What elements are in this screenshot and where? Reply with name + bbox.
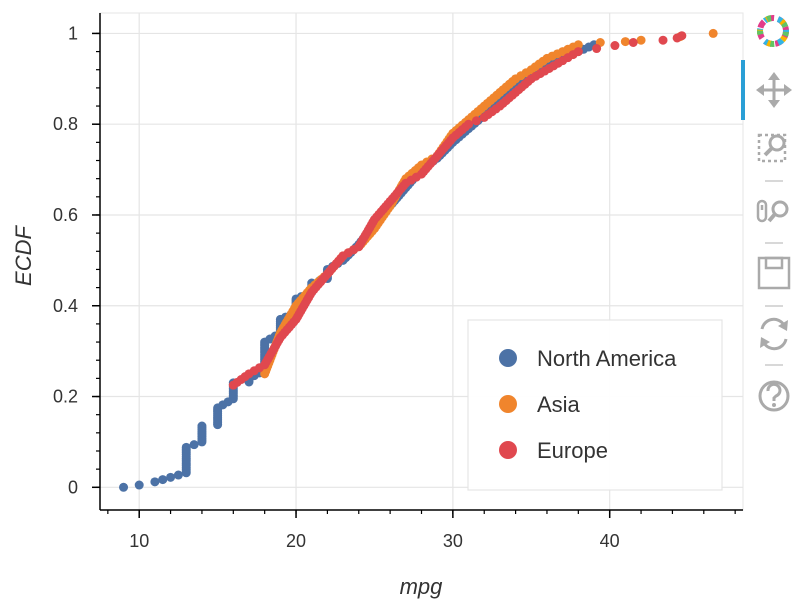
y-tick-label: 1 bbox=[68, 23, 78, 43]
data-point bbox=[628, 38, 638, 48]
toolbar bbox=[741, 15, 792, 412]
data-point bbox=[573, 47, 583, 57]
data-point bbox=[708, 28, 718, 38]
x-tick-label: 10 bbox=[129, 531, 149, 551]
y-tick-label: 0.8 bbox=[53, 114, 78, 134]
legend-label: Europe bbox=[537, 438, 608, 463]
legend-swatch bbox=[499, 441, 517, 459]
help-icon[interactable] bbox=[758, 380, 790, 412]
data-point bbox=[610, 41, 620, 51]
data-point bbox=[181, 442, 191, 452]
y-tick-label: 0.6 bbox=[53, 205, 78, 225]
wheel-zoom-icon[interactable] bbox=[756, 199, 789, 223]
y-tick-label: 0.4 bbox=[53, 296, 78, 316]
axes: 10 20 30 40 0 0.2 0.4 0.6 0.8 1 bbox=[53, 13, 743, 551]
series-europe bbox=[228, 31, 687, 390]
data-point bbox=[119, 482, 129, 492]
save-icon[interactable] bbox=[757, 256, 791, 290]
x-tick-label: 20 bbox=[286, 531, 306, 551]
legend-label: Asia bbox=[537, 392, 581, 417]
data-point bbox=[677, 31, 687, 41]
data-point bbox=[573, 40, 583, 50]
data-point bbox=[658, 35, 668, 45]
data-point bbox=[197, 421, 207, 431]
legend: North America Asia Europe bbox=[467, 319, 723, 491]
data-points bbox=[119, 28, 718, 492]
data-point bbox=[173, 470, 183, 480]
pan-icon[interactable] bbox=[756, 72, 792, 108]
data-point bbox=[620, 37, 630, 47]
data-point bbox=[636, 35, 646, 45]
legend-item[interactable]: North America bbox=[499, 346, 677, 371]
data-point bbox=[592, 44, 602, 54]
data-point bbox=[158, 475, 168, 485]
box-zoom-icon[interactable] bbox=[757, 133, 787, 163]
data-point bbox=[471, 116, 481, 126]
y-tick-label: 0.2 bbox=[53, 387, 78, 407]
y-tick-label: 0 bbox=[68, 477, 78, 497]
bokeh-logo[interactable] bbox=[757, 15, 789, 47]
reset-icon[interactable] bbox=[760, 317, 788, 351]
data-point bbox=[189, 440, 199, 450]
y-axis-title: ECDF bbox=[11, 224, 36, 285]
data-point bbox=[150, 477, 160, 487]
x-axis-title: mpg bbox=[400, 574, 444, 599]
legend-item[interactable]: Europe bbox=[499, 438, 608, 463]
data-point bbox=[166, 472, 176, 482]
data-point bbox=[464, 119, 474, 129]
legend-label: North America bbox=[537, 346, 677, 371]
legend-swatch bbox=[499, 395, 517, 413]
active-tool-indicator bbox=[741, 60, 745, 120]
legend-swatch bbox=[499, 349, 517, 367]
x-tick-label: 30 bbox=[443, 531, 463, 551]
legend-item[interactable]: Asia bbox=[499, 392, 581, 417]
data-point bbox=[134, 480, 144, 490]
x-tick-label: 40 bbox=[600, 531, 620, 551]
